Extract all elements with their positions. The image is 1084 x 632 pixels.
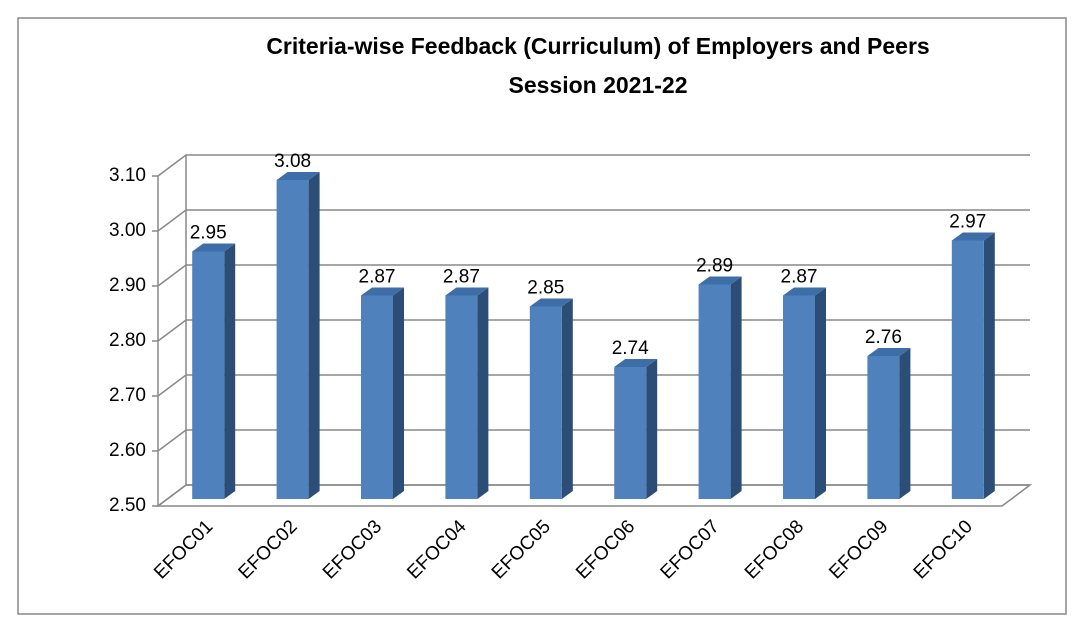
bar-top	[867, 348, 911, 356]
bar	[529, 298, 573, 499]
bar-top	[445, 287, 489, 296]
bar-top	[698, 276, 742, 285]
bar-side	[646, 359, 658, 499]
grid-line	[157, 209, 1030, 232]
bar	[361, 287, 404, 499]
bar-side	[815, 287, 826, 499]
data-label: 2.87	[781, 267, 818, 288]
grid-line	[157, 374, 1030, 397]
data-label: 2.97	[949, 212, 986, 233]
bar-top	[614, 359, 658, 367]
bar-front	[614, 367, 647, 499]
bar-side	[224, 243, 236, 499]
y-tick-label: 3.00	[109, 220, 146, 241]
bar-front	[361, 295, 393, 499]
data-label: 2.87	[359, 267, 396, 288]
bar-top	[361, 287, 404, 296]
data-label: 2.87	[443, 267, 480, 288]
grid-line	[157, 264, 1030, 287]
bar-top	[783, 287, 826, 296]
grid-line	[157, 429, 1030, 452]
bar-top	[951, 232, 995, 241]
data-label: 2.74	[612, 338, 649, 359]
bar-front	[951, 240, 984, 499]
y-tick-label: 2.90	[109, 275, 146, 296]
grid-line	[157, 484, 1030, 507]
y-tick-label: 2.50	[109, 495, 146, 516]
y-tick-label: 2.60	[109, 440, 146, 461]
y-tick-label: 2.80	[109, 330, 146, 351]
bar	[867, 348, 911, 499]
bar	[698, 276, 742, 499]
bar-side	[899, 348, 911, 499]
bar	[614, 359, 658, 499]
bar-top	[276, 172, 320, 180]
bar-front	[698, 284, 731, 499]
bar	[445, 287, 489, 499]
data-label: 2.89	[696, 256, 733, 277]
data-label: 3.08	[274, 151, 311, 172]
bar-front	[529, 306, 562, 499]
bar-side	[308, 172, 320, 499]
bar	[276, 172, 320, 499]
grid-line	[157, 319, 1030, 342]
bar-front	[192, 251, 225, 499]
grid-line	[157, 154, 1030, 177]
bar-side	[561, 298, 573, 499]
bar-side	[477, 287, 489, 499]
chart-title: Criteria-wise Feedback (Curriculum) of E…	[266, 33, 929, 59]
data-label: 2.95	[190, 223, 227, 244]
bar	[192, 243, 236, 499]
bar-front	[276, 180, 309, 499]
bar-side	[393, 287, 404, 499]
bar-front	[867, 356, 900, 499]
bar	[951, 232, 995, 499]
y-tick-label: 2.70	[109, 385, 146, 406]
bar-side	[983, 232, 995, 499]
data-label: 2.85	[527, 278, 564, 299]
data-label: 2.76	[865, 327, 902, 348]
bar-front	[445, 295, 478, 499]
bar-side	[730, 276, 742, 499]
bar	[783, 287, 826, 499]
bar-top	[192, 243, 236, 252]
bar-top	[529, 298, 573, 307]
y-tick-label: 3.10	[109, 165, 146, 186]
bar-front	[783, 295, 815, 499]
chart-subtitle: Session 2021-22	[508, 72, 687, 98]
